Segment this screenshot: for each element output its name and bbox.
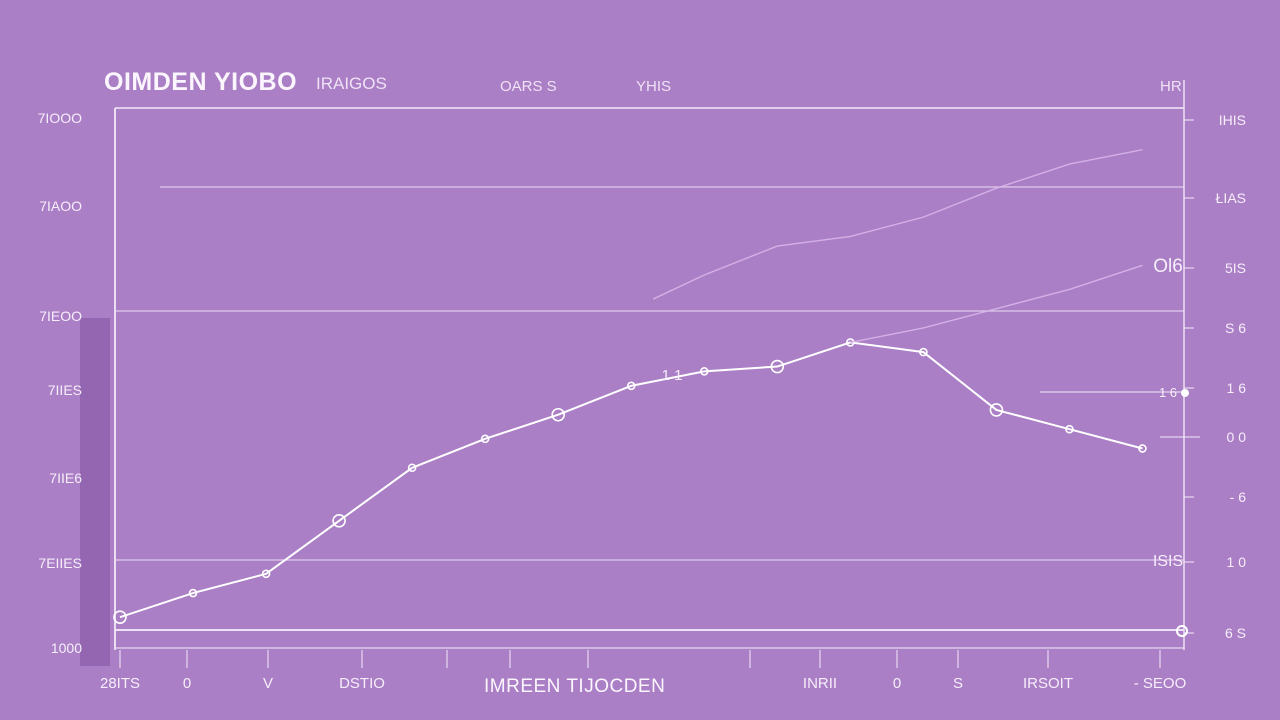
- data-point: [407, 463, 417, 473]
- data-point: [551, 407, 566, 422]
- y-tick-label-right: IHIS: [1219, 112, 1246, 128]
- y-tick-label-right: S 6: [1225, 320, 1246, 336]
- y-tick-label-left: 7IIE6: [49, 470, 82, 486]
- chart-title: OIMDEN YIOBO: [104, 68, 298, 96]
- y-tick-label-left: 7IOOO: [38, 110, 82, 126]
- data-point: [919, 347, 928, 357]
- x-tick-label: V: [263, 675, 273, 692]
- left-shade-band: [80, 318, 110, 666]
- chart-annotation: 1 6: [1159, 385, 1177, 400]
- data-point: [188, 588, 198, 598]
- x-tick-label: S: [953, 675, 963, 692]
- data-point: [770, 359, 785, 374]
- header-label-3: HR: [1160, 78, 1182, 95]
- y-tick-label-right: 1 0: [1227, 554, 1247, 570]
- series-line-main: [119, 341, 1143, 619]
- chart-annotation: 1 1: [662, 367, 683, 384]
- data-point: [261, 569, 271, 579]
- x-tick-label: INRII: [803, 675, 837, 692]
- data-point: [989, 403, 1004, 417]
- header-label-1: OARS S: [500, 78, 557, 95]
- y-tick-label-right: 6 S: [1225, 625, 1246, 641]
- y-tick-label-right: ŁIAS: [1216, 190, 1246, 206]
- x-tick-label: 0: [183, 675, 191, 692]
- data-point: [332, 513, 346, 528]
- series-line-faint: [652, 148, 1143, 300]
- x-tick-label: DSTIO: [339, 675, 385, 692]
- data-point: [480, 434, 490, 444]
- y-tick-label-right: 5IS: [1225, 260, 1246, 276]
- header-label-2: YHIS: [636, 78, 672, 95]
- y-tick-label-left: 7IIES: [48, 382, 82, 398]
- chart-annotation: ISIS: [1153, 553, 1183, 570]
- y-tick-label-right: 0 0: [1227, 429, 1247, 445]
- data-point: [1138, 444, 1147, 453]
- y-tick-label-left: 7IEOO: [39, 308, 82, 324]
- data-point: [1065, 424, 1074, 434]
- axis-end-marker: [1176, 625, 1188, 637]
- x-tick-label: IRSOIT: [1023, 675, 1073, 692]
- data-point: [699, 367, 709, 376]
- y-tick-label-left: 1000: [51, 640, 82, 656]
- x-axis-title: IMREEN TIJOCDEN: [484, 676, 666, 697]
- annotation-dot: [1181, 389, 1189, 397]
- y-tick-label-right: - 6: [1230, 489, 1247, 505]
- y-tick-label-left: 7EIIES: [38, 555, 82, 571]
- chart-annotation: Ol6: [1153, 256, 1183, 277]
- x-tick-label: - SEOO: [1134, 675, 1187, 692]
- x-tick-label: 0: [893, 675, 901, 692]
- x-tick-label: 28ITS: [100, 675, 140, 692]
- data-point: [626, 381, 636, 391]
- y-tick-label-left: 7IAOO: [39, 198, 82, 214]
- y-tick-label-right: 1 6: [1227, 380, 1247, 396]
- chart-subtitle: IRAIGOS: [316, 74, 387, 93]
- series-line-faint: [850, 264, 1143, 344]
- data-point: [113, 610, 127, 624]
